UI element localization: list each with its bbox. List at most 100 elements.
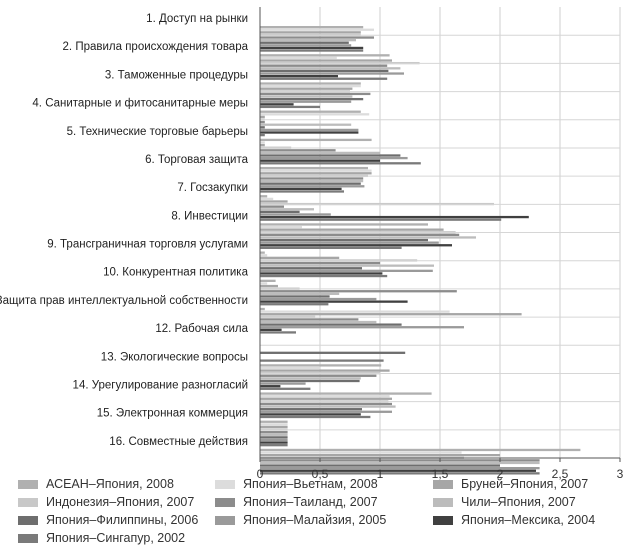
bar (260, 320, 377, 324)
category-label: 1. Доступ на рынки (146, 13, 248, 25)
bar (260, 54, 390, 57)
bar (260, 64, 388, 67)
bar (260, 162, 421, 165)
bar (260, 385, 281, 388)
bar (260, 236, 476, 239)
bar (260, 77, 388, 80)
bar (260, 210, 300, 214)
bar (260, 172, 372, 175)
bar (260, 392, 432, 395)
bar (260, 141, 265, 144)
bar (260, 143, 265, 147)
bar (260, 123, 352, 126)
x-tick-label: 3 (617, 467, 624, 481)
bar (260, 469, 536, 472)
bar (260, 464, 500, 467)
bar (260, 31, 361, 34)
bar (260, 318, 359, 321)
bar (260, 251, 265, 254)
bar (260, 182, 361, 185)
bar (260, 154, 401, 157)
category-label: 4. Санитарные и фитосанитарные меры (32, 98, 248, 110)
bar (260, 97, 364, 101)
bar (260, 39, 356, 42)
bar (260, 405, 396, 408)
category-label: 9. Трансграничная торговля услугами (47, 239, 248, 251)
bar (260, 195, 268, 198)
category-label: 2. Правила происхождения товара (63, 41, 249, 53)
bar (260, 187, 342, 191)
bar (260, 28, 374, 31)
bar (260, 408, 362, 411)
bar (260, 179, 364, 183)
bar (260, 448, 581, 452)
bar (260, 261, 380, 265)
bar (260, 366, 320, 370)
bar (260, 433, 288, 436)
bar (260, 87, 353, 90)
bar (260, 228, 444, 231)
bar (260, 44, 352, 47)
bar (260, 274, 388, 278)
bar (260, 292, 340, 295)
category-label: 7. Госзакупки (177, 182, 248, 194)
bar (260, 454, 500, 457)
category-label: 11. Защита прав интеллектуальной собстве… (0, 295, 248, 307)
bar (260, 190, 344, 193)
bar (260, 138, 372, 142)
bar (260, 264, 434, 267)
bar (260, 241, 439, 244)
category-label: 13. Экологические вопросы (101, 351, 248, 363)
bar (260, 284, 278, 288)
bar (260, 303, 329, 306)
x-tick-label: 2 (497, 467, 504, 481)
bar (260, 56, 337, 60)
bar (260, 431, 288, 434)
bar (260, 297, 377, 301)
bar (260, 282, 268, 285)
bar (260, 36, 374, 39)
bar (260, 59, 392, 62)
bar (260, 115, 265, 119)
bar (260, 387, 311, 390)
bar (260, 397, 392, 400)
bar (260, 326, 464, 329)
bar (260, 377, 361, 380)
bar (260, 110, 361, 113)
bar (260, 323, 402, 326)
bar (260, 359, 384, 362)
bar (260, 156, 408, 160)
bar (260, 105, 320, 109)
bar (260, 84, 361, 88)
bar (260, 279, 276, 282)
category-label: 10. Конкурентная политика (103, 267, 248, 279)
bar (260, 205, 284, 208)
bar (260, 438, 288, 442)
bar (260, 208, 314, 211)
bar (260, 225, 302, 229)
bar (260, 436, 288, 439)
bar (260, 159, 380, 162)
category-label: 3. Таможенные процедуры (105, 69, 248, 81)
category-label: 8. Инвестиции (171, 210, 248, 222)
bar (260, 310, 450, 313)
bar (260, 200, 288, 203)
bar (260, 382, 306, 385)
bar (260, 272, 383, 275)
bar (260, 379, 360, 383)
bar (260, 244, 452, 247)
bar (260, 177, 364, 180)
bar (260, 238, 428, 242)
bar (260, 166, 368, 170)
bar (260, 307, 265, 311)
x-tick-label: 0 (257, 467, 264, 481)
category-label: 12. Рабочая сила (155, 323, 248, 335)
bar (260, 41, 349, 44)
bar (260, 467, 540, 470)
bar (260, 100, 352, 103)
bar (260, 185, 365, 188)
bar (260, 131, 359, 134)
bar (260, 26, 364, 29)
